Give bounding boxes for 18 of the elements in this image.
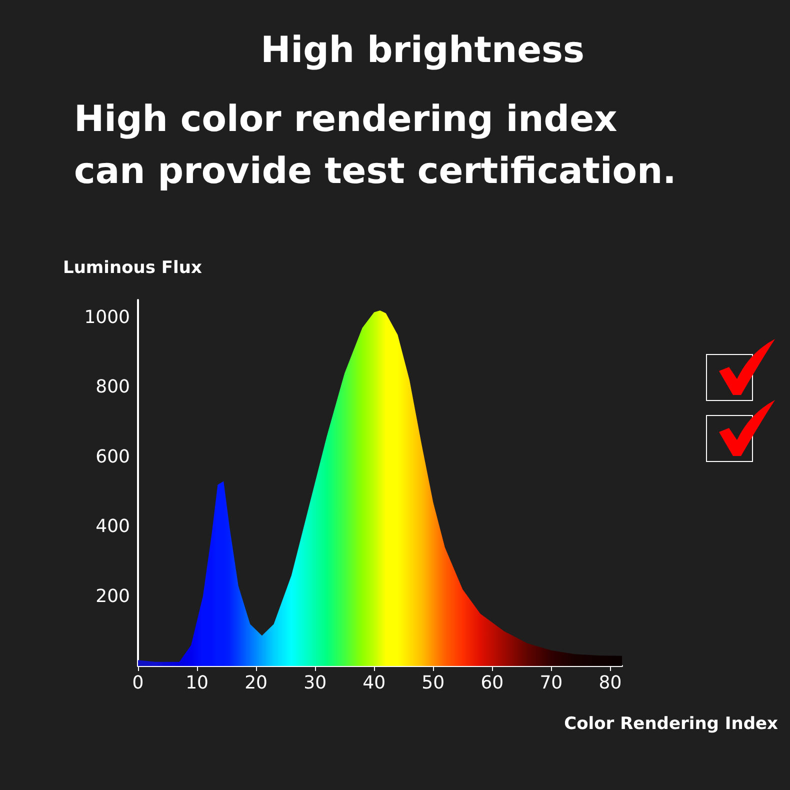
y-tick-label: 400 bbox=[96, 516, 130, 538]
y-tick-label: 1000 bbox=[84, 306, 130, 328]
x-tick-label: 0 bbox=[132, 672, 144, 694]
chart-subtitle: High color rendering index can provide test certification. bbox=[74, 98, 676, 194]
x-axis-title: Color Rendering Index bbox=[564, 714, 778, 734]
x-tick-label: 30 bbox=[304, 672, 327, 694]
x-tick-label: 20 bbox=[244, 672, 268, 694]
y-tick-label: 800 bbox=[96, 376, 130, 398]
x-tick-label: 50 bbox=[422, 672, 445, 694]
x-tick-label: 10 bbox=[186, 672, 208, 694]
x-tick-label: 80 bbox=[598, 672, 622, 694]
chart-title: High brightness bbox=[260, 30, 586, 71]
y-tick-label: 200 bbox=[96, 586, 130, 607]
x-tick-label: 40 bbox=[362, 672, 386, 694]
y-tick-label: 600 bbox=[96, 446, 130, 468]
x-tick-label: 70 bbox=[540, 672, 563, 694]
y-axis-title: Luminous Flux bbox=[63, 258, 202, 278]
x-tick-label: 60 bbox=[480, 672, 504, 694]
